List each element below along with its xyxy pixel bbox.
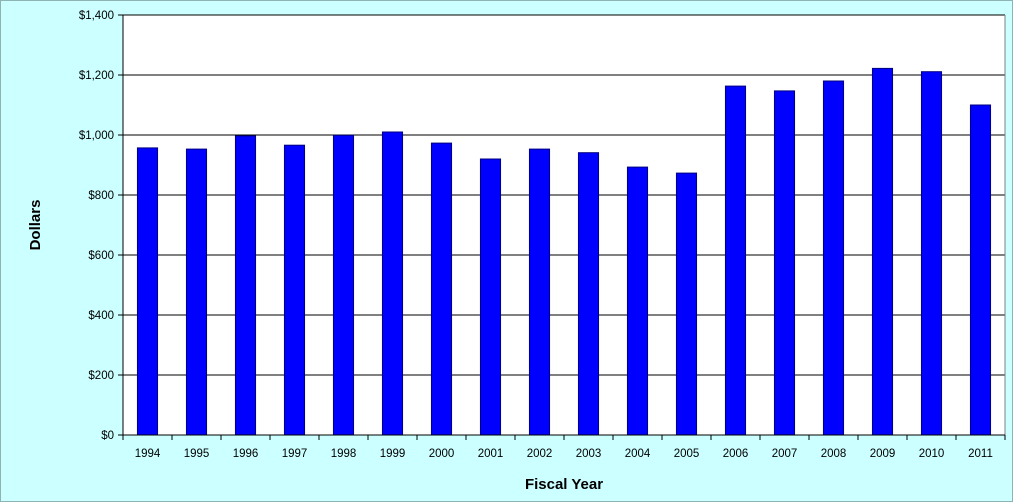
x-tick-label: 2009 bbox=[870, 448, 896, 460]
bar-1996 bbox=[234, 135, 257, 436]
y-tick-label: $600 bbox=[88, 250, 114, 262]
x-tick-label: 1997 bbox=[282, 448, 308, 460]
bar-2008 bbox=[822, 80, 845, 436]
y-axis-title: Dollars bbox=[27, 200, 44, 251]
x-axis-title: Fiscal Year bbox=[525, 476, 603, 493]
x-tick-label: 2005 bbox=[674, 448, 700, 460]
x-tick-label: 2002 bbox=[527, 448, 553, 460]
x-tick-label: 2000 bbox=[429, 448, 455, 460]
y-tick-label: $0 bbox=[101, 430, 114, 442]
x-tick-label: 1998 bbox=[331, 448, 357, 460]
bar-2000 bbox=[430, 142, 453, 436]
bar-1998 bbox=[332, 134, 355, 436]
y-tick-label: $400 bbox=[88, 310, 114, 322]
bar-2009 bbox=[871, 67, 894, 436]
gridlines bbox=[123, 14, 1005, 436]
bar-2003 bbox=[577, 152, 600, 436]
bar-2001 bbox=[479, 158, 502, 436]
x-tick-label: 2011 bbox=[968, 448, 993, 460]
y-tick-label: $200 bbox=[88, 370, 114, 382]
y-tick-labels: $0 $200 $400 $600 $800 $1,000 $1,200 $1,400 bbox=[79, 10, 123, 442]
bar-1995 bbox=[185, 148, 208, 436]
x-tick-label: 2003 bbox=[576, 448, 602, 460]
x-tick-label: 2004 bbox=[625, 448, 651, 460]
bar-2004 bbox=[626, 166, 649, 436]
x-tick-labels: 1994 1995 1996 1997 1998 1999 2000 2001 2002 2003… bbox=[122, 435, 1006, 460]
bar-2002 bbox=[528, 148, 551, 436]
bar-1999 bbox=[381, 131, 404, 436]
y-tick-label: $1,400 bbox=[79, 10, 114, 22]
bar-2010 bbox=[920, 71, 943, 436]
x-tick-label: 2006 bbox=[723, 448, 749, 460]
x-tick-label: 2008 bbox=[821, 448, 847, 460]
x-tick-label: 1996 bbox=[233, 448, 259, 460]
x-tick-label: 1999 bbox=[380, 448, 406, 460]
bar-1997 bbox=[283, 144, 306, 436]
x-tick-label: 2010 bbox=[919, 448, 945, 460]
bar-series bbox=[136, 67, 992, 436]
bar-2007 bbox=[773, 90, 796, 436]
y-tick-label: $1,200 bbox=[79, 70, 114, 82]
x-tick-label: 2001 bbox=[478, 448, 504, 460]
x-tick-label: 1994 bbox=[135, 448, 161, 460]
bar-2011 bbox=[969, 104, 992, 436]
bar-1994 bbox=[136, 147, 159, 436]
y-tick-label: $1,000 bbox=[79, 130, 114, 142]
bar-2006 bbox=[724, 85, 747, 436]
bar-2005 bbox=[675, 172, 698, 436]
plot-area bbox=[123, 15, 1005, 435]
x-tick-label: 1995 bbox=[184, 448, 210, 460]
x-tick-label: 2007 bbox=[772, 448, 798, 460]
y-tick-label: $800 bbox=[88, 190, 114, 202]
